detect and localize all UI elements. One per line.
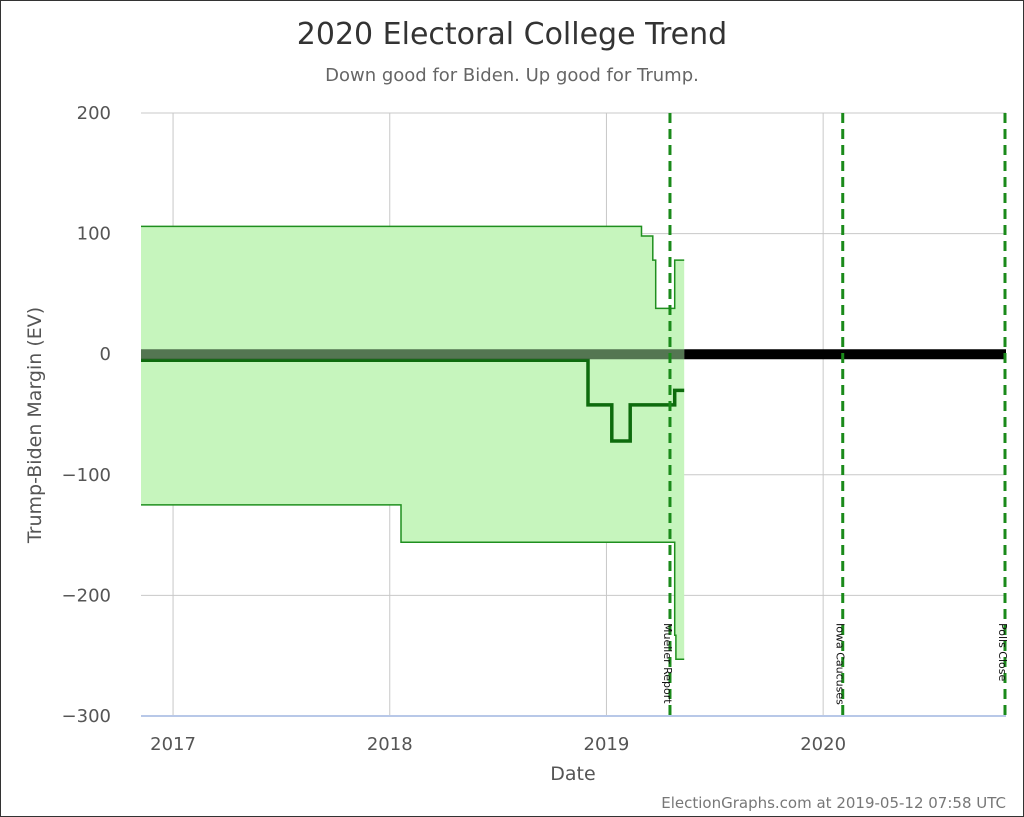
y-tick-label: 100 — [77, 224, 111, 245]
chart-credit: ElectionGraphs.com at 2019-05-12 07:58 U… — [661, 794, 1006, 812]
y-tick-label: −200 — [62, 585, 111, 606]
event-markers: Mueller Report Iowa Caucuses Polls Close — [661, 113, 1009, 716]
y-axis-title: Trump-Biden Margin (EV) — [24, 307, 46, 544]
x-axis-title: Date — [550, 763, 595, 785]
x-tick-label: 2017 — [150, 734, 196, 755]
series-lines — [141, 225, 685, 661]
y-tick-label: −100 — [62, 465, 111, 486]
expected-margin-line — [141, 358, 685, 443]
range-band-area — [141, 226, 685, 660]
x-tick-label: 2020 — [800, 734, 846, 755]
x-tick-label: 2019 — [584, 734, 630, 755]
y-tick-label: 0 — [100, 344, 111, 365]
lower-bound-line — [141, 504, 685, 661]
chart-title: 2020 Electoral College Trend — [297, 17, 727, 52]
upper-bound-line — [141, 225, 685, 310]
y-tick-label: 200 — [77, 103, 111, 124]
event-label: Polls Close — [996, 623, 1009, 682]
chart-subtitle: Down good for Biden. Up good for Trump. — [325, 65, 699, 86]
event-label: Mueller Report — [661, 623, 674, 704]
axes: 200 100 0 −100 −200 −300 2017 2018 2019 2020 — [62, 103, 1006, 755]
y-tick-label: −300 — [62, 706, 111, 727]
range-band — [141, 226, 685, 660]
event-label: Iowa Caucuses — [834, 623, 847, 705]
x-tick-label: 2018 — [367, 734, 413, 755]
